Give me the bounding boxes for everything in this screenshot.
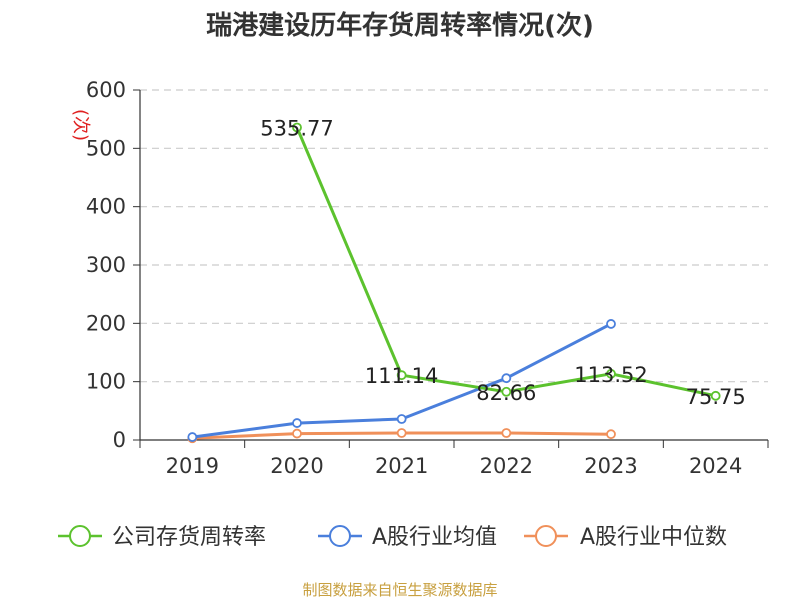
legend: 公司存货周转率 A股行业均值 A股行业中位数 [58,525,727,550]
axes: 0 100 200 300 400 500 600 2019 2020 2021 2022 2023 2… [86,78,769,478]
data-label: 82.66 [476,381,536,405]
legend-item: A股行业均值 [318,525,497,550]
data-point [292,418,302,428]
legend-marker [329,525,351,547]
data-point [396,370,407,381]
grid-lines [140,89,768,383]
data-point [606,319,616,329]
data-point [396,414,407,424]
x-tick-label: 2024 [689,454,742,478]
y-tick-label: 0 [113,428,126,452]
data-label: 535.77 [260,116,333,140]
data-point [292,122,302,133]
y-tick-label: 500 [86,136,126,160]
y-tick-label: 300 [86,253,126,277]
data-point [292,428,302,439]
x-tick-label: 2022 [480,454,533,478]
data-label: 113.52 [574,363,647,387]
series-line [295,126,717,398]
legend-item: 公司存货周转率 [58,525,266,550]
y-axis-label: (次) [70,109,91,141]
legend-label: 公司存货周转率 [112,525,266,550]
x-tick-label: 2023 [584,454,637,478]
x-tick-label: 2021 [375,454,428,478]
legend-label: A股行业中位数 [580,525,727,550]
y-tick-label: 100 [86,370,126,394]
series-lines [187,122,721,444]
y-tick-label: 600 [86,78,126,102]
legend-marker [69,525,91,547]
data-point [501,373,512,384]
x-tick-label: 2019 [166,454,219,478]
data-point [606,368,616,379]
data-point [501,428,512,438]
data-point [501,386,512,397]
legend-item: A股行业中位数 [524,525,727,550]
data-point [710,390,721,401]
x-tick-label: 2020 [270,454,323,478]
data-label: 111.14 [365,364,438,388]
y-tick-label: 200 [86,311,126,335]
legend-label: A股行业均值 [372,525,497,550]
chart-title: 瑞港建设历年存货周转率情况(次) [206,10,594,41]
footer-source: 制图数据来自恒生聚源数据库 [302,581,497,599]
y-tick-label: 400 [86,195,126,219]
data-labels: 535.77 111.14 82.66 113.52 75.75 [260,116,745,408]
data-point [606,429,616,440]
data-label: 75.75 [686,385,746,409]
legend-marker [535,525,557,547]
data-point [187,432,198,442]
data-point [396,428,407,438]
